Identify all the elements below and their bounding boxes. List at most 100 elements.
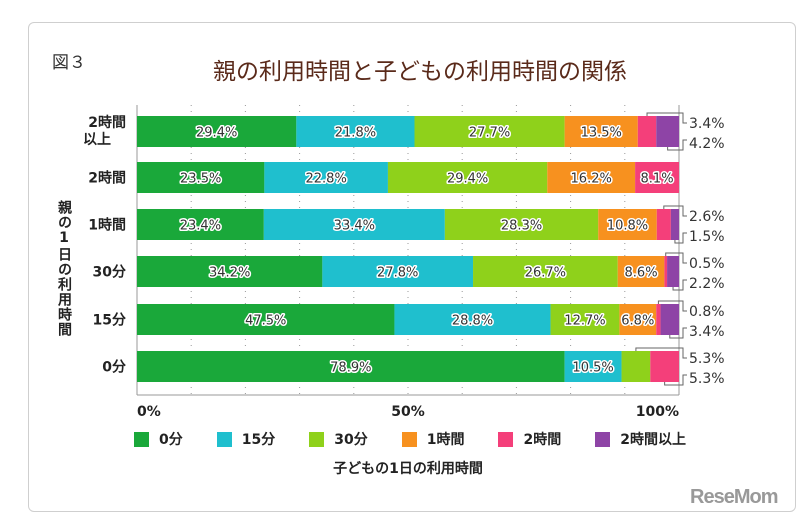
bar-segment: [650, 351, 679, 382]
y-category-label: 15分: [93, 313, 126, 329]
legend-swatch: [401, 431, 417, 447]
bar-segment: [637, 116, 657, 147]
data-label: 23.4%: [180, 219, 221, 234]
bar-segment: [387, 162, 548, 193]
callout-label: 5.3%: [689, 351, 725, 367]
data-label: 21.8%: [335, 126, 376, 141]
x-tick-label: 0%: [137, 404, 161, 420]
bar-segment: [322, 256, 474, 287]
data-label: 8.1%: [641, 172, 674, 187]
callout-label: 4.2%: [689, 136, 725, 152]
y-category-label: 1時間: [88, 217, 126, 234]
bar-segment: [137, 351, 565, 382]
bar-segment: [550, 304, 620, 335]
data-label: 23.5%: [180, 172, 221, 187]
legend-item: 1時間: [401, 429, 465, 449]
bar-segment: [660, 304, 679, 335]
legend-item: 15分: [216, 429, 276, 449]
legend-label: 30分: [334, 432, 368, 448]
bar-segment: [617, 256, 665, 287]
bar-segment: [473, 256, 618, 287]
legend-item: 2時間: [498, 429, 561, 449]
leader-line: [646, 112, 687, 124]
legend-swatch: [309, 431, 325, 447]
data-label: 34.2%: [209, 266, 250, 281]
bar-segment: [137, 162, 265, 193]
bar-segment: [656, 116, 679, 147]
leader-line: [635, 347, 687, 359]
legend-swatch: [595, 431, 611, 447]
leader-line: [657, 300, 687, 312]
bar-segment: [656, 209, 671, 240]
callout-label: 2.2%: [689, 276, 725, 292]
data-label: 28.3%: [501, 219, 542, 234]
bar-segment: [656, 304, 661, 335]
legend: 0分 15分 30分 1時間 2時間 2時間以上: [134, 429, 720, 449]
legend-label: 0分: [159, 432, 183, 448]
chart-title: 親の利用時間と子どもの利用時間の関係: [213, 59, 627, 85]
data-label: 47.5%: [245, 314, 286, 329]
data-label: 13.5%: [581, 126, 622, 141]
callout-label: 3.4%: [689, 116, 725, 132]
data-label: 10.5%: [572, 361, 613, 376]
legend-label: 2時間: [523, 432, 562, 448]
data-label: 12.7%: [564, 314, 605, 329]
data-label: 22.8%: [306, 172, 347, 187]
x-tick-label: 50%: [391, 404, 425, 420]
leader-line: [672, 279, 687, 291]
bar-segment: [444, 209, 599, 240]
bar-segment: [564, 116, 638, 147]
bar-segment: [137, 256, 323, 287]
legend-label: 1時間: [426, 432, 465, 448]
callout-label: 0.8%: [689, 304, 725, 320]
legend-swatch: [134, 431, 149, 447]
leader-line: [667, 139, 687, 151]
data-label: 8.6%: [625, 266, 658, 281]
bar-segment: [137, 304, 395, 335]
data-label: 27.8%: [377, 266, 418, 281]
legend-label: 15分: [241, 432, 276, 448]
figure-label: 図３: [52, 53, 86, 73]
y-category-label: 2時間: [88, 170, 126, 187]
leader-line: [663, 205, 687, 217]
bar-segment: [137, 209, 264, 240]
bar-segment: [263, 209, 445, 240]
bar-segment: [296, 116, 415, 147]
legend-label: 2時間以上: [620, 432, 686, 448]
bar-segment: [667, 256, 679, 287]
callout-label: 1.5%: [689, 229, 725, 245]
leader-line: [664, 374, 687, 386]
legend-swatch: [216, 431, 232, 447]
leader-line: [669, 327, 687, 339]
callout-label: 5.3%: [689, 371, 725, 387]
data-label: 29.4%: [447, 172, 488, 187]
legend-item: 2時間以上: [595, 429, 686, 449]
callout-label: 2.6%: [689, 209, 725, 225]
data-label: 16.2%: [571, 172, 612, 187]
y-category-label: 0分: [102, 360, 126, 376]
bar-segment: [621, 351, 651, 382]
data-label: 33.4%: [334, 219, 375, 234]
bar-segment: [670, 209, 679, 240]
figure-frame: [28, 22, 796, 512]
bar-segment: [264, 162, 388, 193]
bar-segment: [564, 351, 622, 382]
data-label: 29.4%: [196, 126, 237, 141]
data-label: 28.8%: [452, 314, 493, 329]
bar-segment: [598, 209, 657, 240]
leader-line: [674, 232, 687, 244]
data-label: 6.8%: [621, 314, 654, 329]
data-label: 78.9%: [330, 361, 371, 376]
bar-segment: [664, 256, 668, 287]
y-category-label: 30分: [93, 265, 126, 281]
resemom-logo: ReseMom: [690, 486, 778, 508]
x-axis-title: 子どもの1日の利用時間: [333, 461, 483, 477]
legend-swatch: [498, 431, 514, 447]
callout-label: 0.5%: [689, 256, 725, 272]
bar-segment: [137, 116, 297, 147]
callout-label: 3.4%: [689, 324, 725, 340]
y-axis-title: 親の1日の利用時間: [56, 200, 72, 337]
data-label: 27.7%: [469, 126, 510, 141]
